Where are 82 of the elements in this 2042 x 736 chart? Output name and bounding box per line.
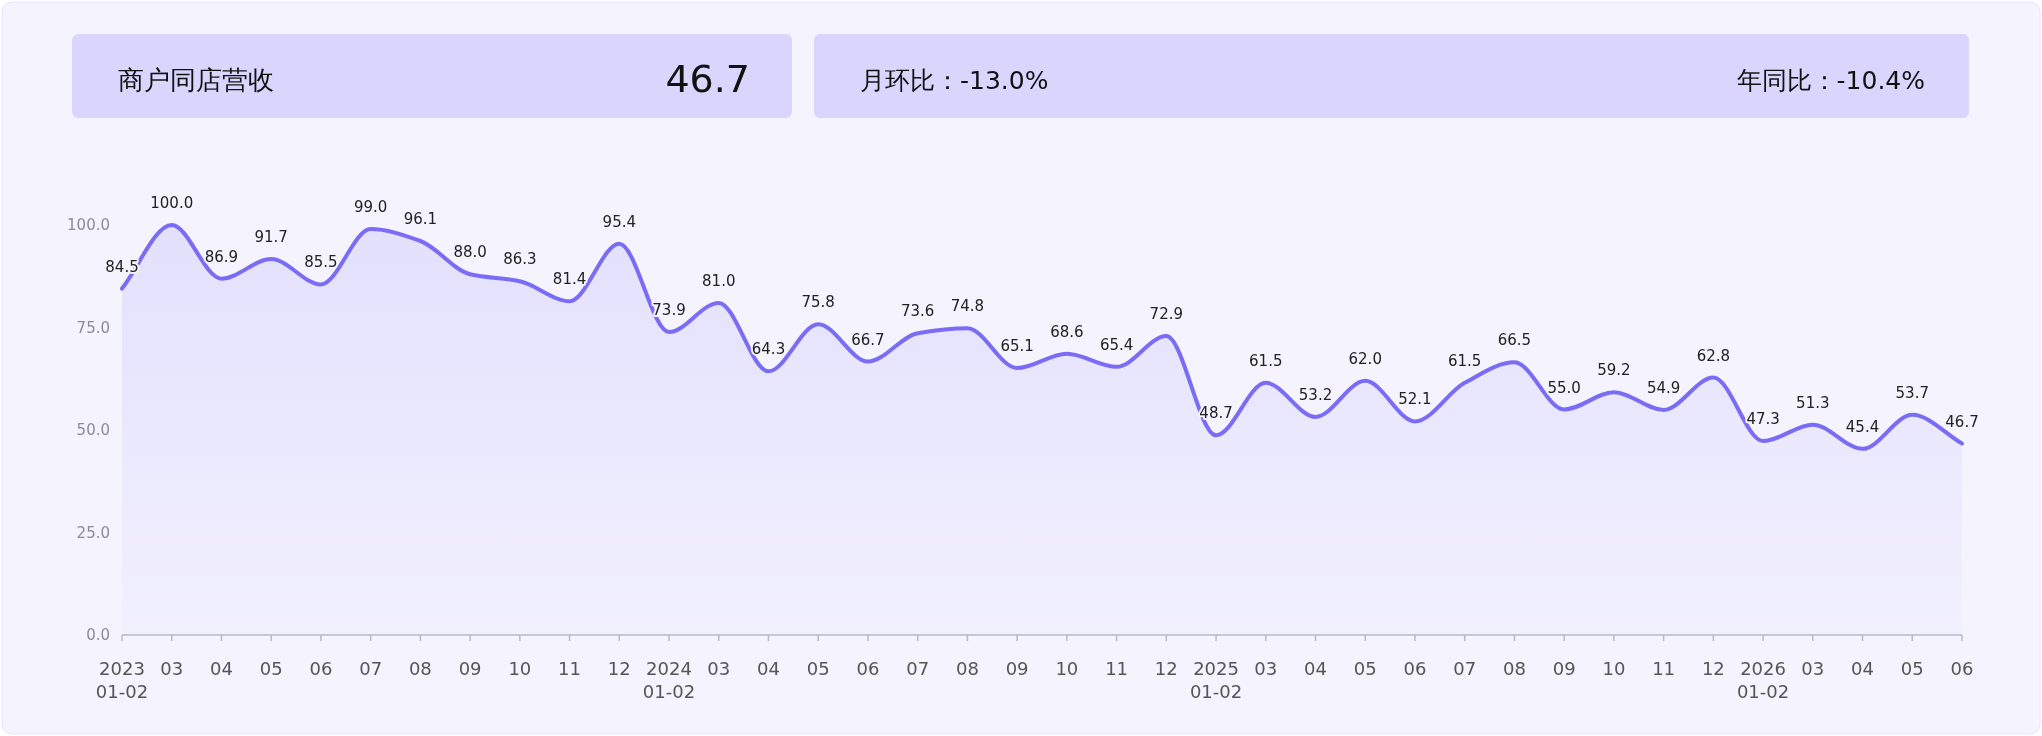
x-tick-label: 12 bbox=[1154, 658, 1178, 679]
x-tick-label: 10 bbox=[1602, 658, 1626, 679]
x-tick-label: 09 bbox=[1552, 658, 1576, 679]
data-label: 64.3 bbox=[751, 340, 786, 359]
y-tick-label: 100.0 bbox=[67, 216, 110, 234]
data-label: 91.7 bbox=[254, 228, 288, 247]
data-label: 75.8 bbox=[801, 293, 835, 312]
data-label: 52.1 bbox=[1398, 390, 1432, 409]
x-tick-label: 05 bbox=[806, 658, 830, 679]
data-label: 53.7 bbox=[1895, 383, 1929, 402]
data-label: 72.9 bbox=[1149, 305, 1184, 324]
x-tick-label: 03 bbox=[160, 658, 184, 679]
data-label: 46.7 bbox=[1945, 412, 1979, 431]
x-tick-label: 07 bbox=[906, 658, 930, 679]
x-tick-label: 04 bbox=[757, 658, 780, 679]
data-label: 74.8 bbox=[950, 297, 985, 316]
chart-title: 商户同店营收 bbox=[118, 65, 274, 95]
x-tick-label: 07 bbox=[1453, 658, 1477, 679]
text: 年同比：-10.4% bbox=[1736, 66, 1925, 95]
data-label: 53.2 bbox=[1298, 385, 1333, 404]
data-label: 85.5 bbox=[304, 253, 338, 272]
data-label: 86.3 bbox=[503, 250, 537, 269]
data-label: 88.0 bbox=[453, 243, 487, 262]
x-tick-label: 10 bbox=[508, 658, 532, 679]
x-tick-label: 05 bbox=[1353, 658, 1377, 679]
x-tick-label: 12 bbox=[1701, 658, 1725, 679]
data-label: 62.8 bbox=[1696, 346, 1731, 365]
data-label: 100.0 bbox=[150, 194, 194, 212]
x-tick-label: 09 bbox=[1005, 658, 1029, 679]
y-tick-label: 25.0 bbox=[76, 523, 110, 542]
x-tick-label: 04 bbox=[210, 658, 233, 679]
x-tick-label: 11 bbox=[1652, 658, 1676, 679]
y-tick-label: 75.0 bbox=[76, 318, 110, 337]
data-label: 59.2 bbox=[1597, 361, 1631, 380]
data-label: 62.0 bbox=[1348, 349, 1382, 368]
data-label: 66.7 bbox=[851, 330, 885, 349]
x-tick-label: 04 bbox=[1851, 658, 1874, 679]
x-tick-label: 2025 01-02 bbox=[1189, 658, 1243, 702]
data-label: 68.6 bbox=[1050, 322, 1084, 341]
data-label: 54.9 bbox=[1646, 378, 1681, 397]
x-tick-label: 12 bbox=[607, 658, 631, 679]
x-tick-label: 10 bbox=[1055, 658, 1079, 679]
data-label: 66.5 bbox=[1497, 331, 1532, 350]
data-label: 73.6 bbox=[900, 302, 935, 321]
data-label: 61.5 bbox=[1249, 351, 1283, 370]
y-tick-label: 0.0 bbox=[86, 626, 110, 644]
x-tick-label: 2024 01-02 bbox=[642, 658, 696, 702]
text: 46.7 bbox=[665, 57, 750, 101]
x-tick-label: 08 bbox=[955, 658, 979, 679]
data-label: 65.4 bbox=[1099, 335, 1134, 354]
data-label: 99.0 bbox=[353, 198, 388, 217]
x-tick-label: 06 bbox=[1403, 658, 1427, 679]
x-tick-label: 2023 01-02 bbox=[95, 658, 149, 702]
x-tick-label: 03 bbox=[1801, 658, 1825, 679]
data-label: 55.0 bbox=[1547, 378, 1581, 397]
y-tick-label: 50.0 bbox=[76, 421, 110, 439]
x-tick-label: 03 bbox=[707, 658, 731, 679]
data-label: 86.9 bbox=[204, 247, 239, 266]
data-label: 95.4 bbox=[602, 212, 636, 231]
data-label: 61.5 bbox=[1448, 351, 1482, 370]
x-tick-label: 03 bbox=[1254, 658, 1278, 679]
data-label: 65.1 bbox=[1000, 337, 1034, 356]
data-label: 51.3 bbox=[1796, 393, 1830, 412]
data-label: 81.4 bbox=[552, 270, 587, 289]
x-tick-label: 11 bbox=[1105, 658, 1129, 679]
x-tick-label: 07 bbox=[359, 658, 383, 679]
x-tick-label: 08 bbox=[408, 658, 432, 679]
x-tick-label: 04 bbox=[1304, 658, 1327, 679]
data-label: 45.4 bbox=[1845, 417, 1880, 436]
x-tick-label: 05 bbox=[259, 658, 283, 679]
data-label: 96.1 bbox=[403, 209, 438, 228]
x-tick-label: 06 bbox=[856, 658, 880, 679]
x-tick-label: 2026 01-02 bbox=[1736, 658, 1790, 702]
x-tick-label: 11 bbox=[558, 658, 582, 679]
x-tick-label: 09 bbox=[458, 658, 482, 679]
x-tick-label: 05 bbox=[1900, 658, 1924, 679]
data-label: 47.3 bbox=[1746, 410, 1780, 429]
x-tick-label: 06 bbox=[1950, 658, 1974, 679]
x-tick-label: 08 bbox=[1502, 658, 1526, 679]
text: 月环比：-13.0% bbox=[860, 66, 1049, 95]
data-label: 81.0 bbox=[702, 271, 736, 290]
x-tick-label: 06 bbox=[309, 658, 333, 679]
